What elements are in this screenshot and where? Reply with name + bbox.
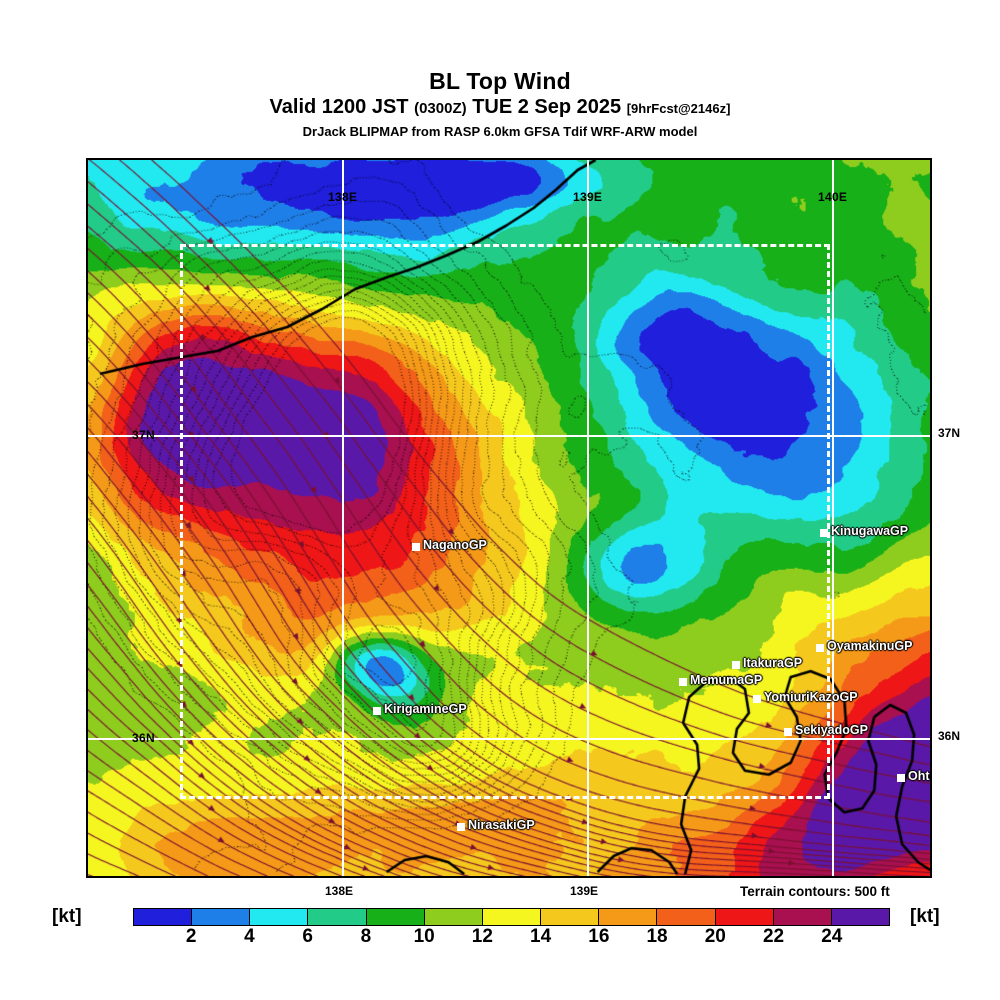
colorbar-segment-12 — [830, 909, 890, 925]
station-label: NirasakiGP — [468, 818, 535, 832]
colorbar-tick-24: 24 — [821, 926, 843, 947]
colorbar-tick-18: 18 — [646, 926, 668, 947]
station-marker-SekiyadoGP[interactable]: SekiyadoGP — [784, 723, 868, 737]
station-label: ItakuraGP — [743, 656, 803, 670]
lon-label-bottom-139E: 139E — [570, 884, 599, 898]
lat-label-right-37N: 37N — [938, 426, 961, 440]
station-dot-icon — [753, 695, 761, 703]
station-dot-icon — [732, 661, 740, 669]
lon-label-bottom-138E: 138E — [325, 884, 354, 898]
colorbar-segment-7 — [540, 909, 599, 925]
lon-label-top-139E: 139E — [573, 190, 603, 204]
colorbar-tick-20: 20 — [704, 926, 726, 947]
colorbar-segment-9 — [656, 909, 715, 925]
colorbar-tick-6: 6 — [302, 926, 313, 947]
station-label: KirigamineGP — [384, 702, 467, 716]
valid-time-utc: (0300Z) — [414, 100, 467, 117]
wind-speed-raster — [88, 160, 930, 876]
model-source-line: DrJack BLIPMAP from RASP 6.0km GFSA Tdif… — [302, 124, 698, 139]
station-marker-KinugawaGP[interactable]: KinugawaGP — [820, 524, 908, 538]
colorbar-tick-labels: 2 4 6 8 10 12 14 16 18 20 22 24 — [133, 926, 890, 950]
lat-label-left-36N: 36N — [132, 731, 155, 745]
page-title: BL Top Wind — [429, 68, 571, 94]
station-marker-YomiuriKazoGP[interactable]: YomiuriKazoGP — [753, 690, 858, 704]
station-dot-icon — [412, 543, 420, 551]
station-marker-ItakuraGP[interactable]: ItakuraGP — [732, 656, 802, 670]
colorbar-tick-16: 16 — [588, 926, 610, 947]
colorbar-segment-6 — [481, 909, 541, 925]
title-block: BL Top Wind Valid 1200 JST (0300Z) TUE 2… — [0, 68, 1000, 140]
station-label: SekiyadoGP — [795, 723, 868, 737]
station-dot-icon — [457, 823, 465, 831]
weather-map[interactable]: 138E 139E 140E 37N 36N NaganoGP KinugawaGP Oya… — [86, 158, 932, 878]
colorbar-tick-22: 22 — [762, 926, 785, 947]
station-marker-KirigamineGP[interactable]: KirigamineGP — [373, 702, 467, 716]
lat-label-right-36N: 36N — [938, 729, 961, 743]
colorbar-segment-11 — [772, 909, 831, 925]
forecast-tag: [9hrFcst@2146z] — [626, 101, 731, 116]
station-label: OyamakinuGP — [827, 639, 913, 653]
colorbar-tick-10: 10 — [413, 926, 435, 947]
colorbar-segment-10 — [714, 909, 773, 925]
station-marker-OhtoneAD[interactable]: OhtoneAD — [897, 769, 930, 783]
station-label: OhtoneAD — [908, 769, 930, 783]
valid-time-line: Valid 1200 JST (0300Z) TUE 2 Sep 2025 [9… — [0, 95, 1000, 121]
station-dot-icon — [679, 678, 687, 686]
colorbar-segment-2 — [249, 909, 308, 925]
station-dot-icon — [820, 529, 828, 537]
valid-date: TUE 2 Sep 2025 — [472, 96, 622, 118]
colorbar-segment-5 — [423, 909, 482, 925]
colorbar-tick-2: 2 — [185, 926, 197, 947]
lon-label-top-138E: 138E — [328, 190, 358, 204]
colorbar-tick-8: 8 — [360, 926, 372, 947]
colorbar-tick-12: 12 — [471, 926, 493, 947]
colorbar-unit-right: [kt] — [910, 906, 940, 927]
colorbar-tick-14: 14 — [530, 926, 552, 947]
station-label: MemumaGP — [690, 673, 763, 687]
station-label: KinugawaGP — [831, 524, 909, 538]
colorbar-segment-4 — [365, 909, 424, 925]
station-marker-OyamakinuGP[interactable]: OyamakinuGP — [816, 639, 912, 653]
colorbar[interactable] — [133, 908, 890, 926]
station-dot-icon — [897, 774, 905, 782]
station-marker-NirasakiGP[interactable]: NirasakiGP — [457, 818, 535, 832]
station-dot-icon — [816, 644, 824, 652]
station-marker-NaganoGP[interactable]: NaganoGP — [412, 538, 487, 552]
lon-label-top-140E: 140E — [818, 190, 848, 204]
terrain-contour-note: Terrain contours: 500 ft — [740, 884, 890, 899]
station-dot-icon — [784, 728, 792, 736]
station-label: NaganoGP — [423, 538, 487, 552]
colorbar-segment-1 — [191, 909, 250, 925]
station-dot-icon — [373, 707, 381, 715]
colorbar-segment-0 — [134, 909, 192, 925]
lat-label-left-37N: 37N — [132, 428, 155, 442]
colorbar-unit-left: [kt] — [52, 906, 82, 927]
valid-time-local: Valid 1200 JST — [269, 96, 409, 118]
colorbar-segment-8 — [598, 909, 657, 925]
station-marker-MemumaGP[interactable]: MemumaGP — [679, 673, 762, 687]
station-label: YomiuriKazoGP — [764, 690, 858, 704]
colorbar-tick-4: 4 — [244, 926, 255, 947]
colorbar-segment-3 — [307, 909, 366, 925]
